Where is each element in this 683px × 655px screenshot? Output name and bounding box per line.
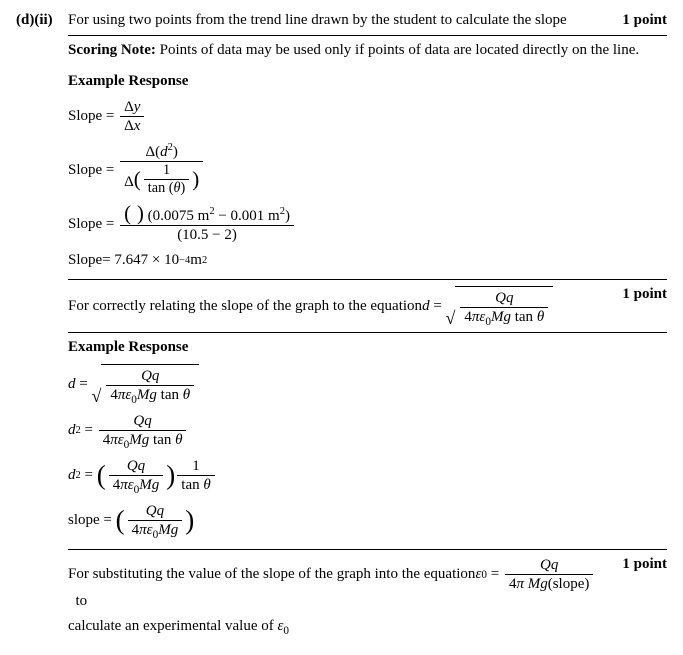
points-2: 1 point	[607, 286, 667, 303]
eqF-den-d: tan	[149, 432, 175, 448]
c3-num-a: Q	[540, 557, 551, 573]
eqB-den-inner-post: )	[181, 180, 186, 196]
c3-den-c: Mg	[524, 576, 548, 592]
eqA-den-var: x	[134, 118, 141, 134]
criterion2-sqrt: √ Qq 4πε0Mg tan θ	[446, 286, 554, 326]
c3-den-d: (slope)	[548, 576, 590, 592]
criterion2-text: For correctly relating the slope of the …	[68, 298, 422, 315]
divider	[68, 332, 667, 333]
eqF-num-b: q	[144, 413, 152, 429]
eqA-lhs: Slope	[68, 108, 102, 125]
eqC-lhs: Slope	[68, 216, 102, 233]
eq-D: Slope = 7.647 × 10−4 m2	[68, 252, 667, 269]
points-3: 1 point	[607, 556, 667, 573]
example-response-label-2: Example Response	[68, 339, 667, 356]
eqH-num-b: q	[157, 503, 165, 519]
eqE-den-c: Mg	[137, 387, 157, 403]
c2-den-a: 4	[464, 309, 472, 325]
eqB-den-inner-num: 1	[144, 162, 189, 180]
scoring-note-label: Scoring Note:	[68, 42, 156, 58]
eqH-num-a: Q	[146, 503, 157, 519]
scoring-note: Scoring Note: Points of data may be used…	[68, 42, 667, 59]
eqE-den-d: tan	[157, 387, 183, 403]
part-label: (d)(ii)	[16, 12, 68, 29]
divider	[68, 549, 667, 550]
eqB-den-delta: Δ	[124, 174, 134, 190]
eqG-r-den-b: θ	[203, 477, 210, 493]
eqE-lhs: d	[68, 376, 76, 393]
eqB-den-inner-var: θ	[174, 180, 181, 196]
eqF-den-c: Mg	[129, 432, 149, 448]
eqH-lhs: slope	[68, 512, 100, 529]
eq-E: d = √ Qq 4πε0Mg tan θ	[68, 364, 667, 404]
criterion3-sub2: 0	[283, 625, 289, 637]
criterion-3: For substituting the value of the slope …	[68, 556, 607, 635]
equation-block-2: d = √ Qq 4πε0Mg tan θ d2 = Qq 4πε0Mg tan…	[68, 364, 667, 539]
eqE-num-b: q	[152, 368, 160, 384]
eqG-lhs: d	[68, 467, 76, 484]
eq-G: d2 = Qq 4πε0Mg 1 tan θ	[68, 457, 667, 494]
eqC-den: (10.5 − 2)	[120, 226, 294, 244]
eq-C: Slope = (0.0075 m2 − 0.001 m2) (10.5 − 2…	[68, 205, 667, 244]
criterion3-c: calculate an experimental value of	[68, 618, 277, 634]
eqF-num-a: Q	[133, 413, 144, 429]
criterion-row-2: For correctly relating the slope of the …	[16, 286, 667, 326]
criterion-2: For correctly relating the slope of the …	[68, 286, 607, 326]
criterion3-a: For substituting the value of the slope …	[68, 566, 475, 583]
divider	[68, 279, 667, 280]
eqF-lhs: d	[68, 422, 76, 439]
eqG-r-den-a: tan	[181, 477, 203, 493]
eqA-den-delta: Δ	[124, 118, 134, 134]
eqH-den-c: Mg	[158, 522, 178, 538]
eqE-den-e: θ	[183, 387, 190, 403]
eq-A: Slope = Δy Δx	[68, 98, 667, 135]
eqG-p-num-b: q	[138, 458, 146, 474]
eqD-lhs: Slope	[68, 252, 102, 269]
eqG-p-den-c: Mg	[139, 477, 159, 493]
eqB-num-delta: Δ(	[146, 144, 161, 160]
eqC-num-a: 0.0075 m	[153, 208, 210, 224]
example-response-label-1: Example Response	[68, 73, 667, 90]
eq-F: d2 = Qq 4πε0Mg tan θ	[68, 412, 667, 449]
eq-B: Slope = Δ(d2) Δ 1 tan (θ)	[68, 143, 667, 197]
criterion2-var: d	[422, 298, 430, 315]
eqE-den-a: 4	[110, 387, 118, 403]
c2-den-b: πε	[472, 309, 485, 325]
c3-den-b: π	[516, 576, 524, 592]
equation-block-1: Slope = Δy Δx Slope = Δ(d2) Δ 1 tan (θ)	[68, 98, 667, 269]
criterion-1-text: For using two points from the trend line…	[68, 12, 607, 29]
points-1: 1 point	[607, 12, 667, 29]
eqB-num-close: )	[173, 144, 178, 160]
eqA-num-delta: Δ	[124, 99, 134, 115]
criterion3-b: to	[68, 593, 87, 610]
eqE-den-b: πε	[118, 387, 131, 403]
eqB-num-var: d	[160, 144, 168, 160]
scoring-note-text: Points of data may be used only if point…	[156, 42, 639, 58]
eqB-lhs: Slope	[68, 162, 102, 179]
eqF-den-b: πε	[110, 432, 123, 448]
criterion-row-3: For substituting the value of the slope …	[16, 556, 667, 635]
c2-num-a: Q	[495, 290, 506, 306]
eqG-p-num-a: Q	[127, 458, 138, 474]
eq-H: slope = Qq 4πε0Mg	[68, 502, 667, 539]
eqB-den-inner-pre: tan (	[148, 180, 174, 196]
eqH-den-b: πε	[139, 522, 152, 538]
divider	[68, 35, 667, 36]
eqF-den-e: θ	[175, 432, 182, 448]
eqD-rhs-b: m	[190, 252, 202, 269]
c2-den-e: θ	[537, 309, 544, 325]
eqG-r-num: 1	[177, 457, 214, 476]
c3-num-b: q	[551, 557, 559, 573]
eqA-num-var: y	[134, 99, 141, 115]
c2-den-d: tan	[511, 309, 537, 325]
eqG-p-den-b: πε	[120, 477, 133, 493]
c2-num-b: q	[506, 290, 514, 306]
eqD-rhs-a: = 7.647 × 10	[102, 252, 179, 269]
eqC-num-mid: − 0.001 m	[215, 208, 280, 224]
eqE-num-a: Q	[141, 368, 152, 384]
c2-den-c: Mg	[491, 309, 511, 325]
criterion-row-1: (d)(ii) For using two points from the tr…	[16, 12, 667, 29]
eqC-num-close: )	[285, 208, 290, 224]
